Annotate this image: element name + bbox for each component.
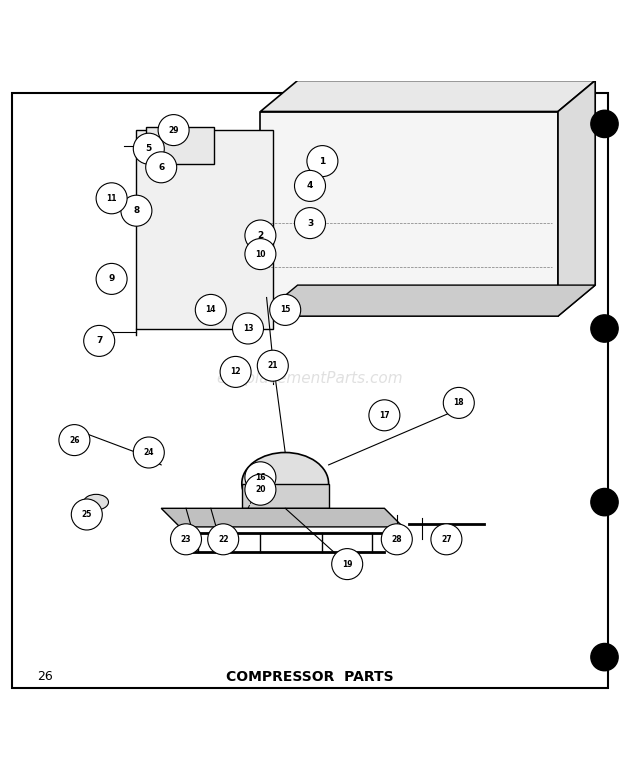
Circle shape [257,350,288,381]
Text: eReplacementParts.com: eReplacementParts.com [216,371,404,386]
Circle shape [270,294,301,326]
Text: 11: 11 [107,194,117,203]
Text: 16: 16 [255,473,265,482]
Polygon shape [558,80,595,316]
Polygon shape [161,508,403,527]
Text: 24: 24 [144,448,154,457]
Text: 22: 22 [218,535,228,544]
Text: 12: 12 [231,367,241,376]
Text: 3: 3 [307,219,313,227]
Text: 26: 26 [37,670,53,683]
Polygon shape [260,80,595,112]
Circle shape [71,499,102,530]
Circle shape [245,239,276,269]
Text: 6: 6 [158,162,164,172]
Bar [242,483,329,508]
Text: 20: 20 [255,485,265,494]
Circle shape [133,437,164,468]
Text: 17: 17 [379,411,390,420]
Circle shape [294,170,326,201]
Text: 27: 27 [441,535,452,544]
Circle shape [133,134,164,164]
Circle shape [59,425,90,455]
Text: 14: 14 [206,305,216,315]
Circle shape [245,474,276,505]
Circle shape [84,326,115,356]
Circle shape [591,110,618,137]
Text: 21: 21 [268,361,278,370]
Text: 23: 23 [181,535,191,544]
Bar [260,112,558,316]
Text: COMPRESSOR  PARTS: COMPRESSOR PARTS [226,670,394,684]
Circle shape [170,524,202,555]
Text: 26: 26 [69,436,79,444]
Circle shape [591,644,618,671]
Ellipse shape [242,452,329,515]
Text: 10: 10 [255,250,265,259]
Text: 18: 18 [453,398,464,408]
Text: 7: 7 [96,337,102,345]
Circle shape [381,524,412,555]
Circle shape [294,208,326,239]
Polygon shape [260,285,595,316]
Circle shape [232,313,264,344]
Circle shape [369,400,400,431]
Ellipse shape [84,494,108,510]
Circle shape [208,524,239,555]
Circle shape [121,195,152,226]
Circle shape [443,387,474,419]
Text: 2: 2 [257,231,264,240]
Circle shape [220,356,251,387]
Text: 5: 5 [146,144,152,153]
Circle shape [96,263,127,294]
Text: 28: 28 [391,535,402,544]
Circle shape [431,524,462,555]
Circle shape [146,152,177,183]
Circle shape [332,548,363,580]
Circle shape [195,294,226,326]
Text: 9: 9 [108,274,115,284]
Text: 1: 1 [319,157,326,166]
Circle shape [96,183,127,214]
FancyBboxPatch shape [146,127,214,164]
Text: 15: 15 [280,305,290,315]
Text: 19: 19 [342,560,352,569]
Circle shape [245,220,276,251]
Text: 29: 29 [169,126,179,134]
Text: 25: 25 [82,510,92,519]
Circle shape [307,145,338,177]
Text: 4: 4 [307,181,313,191]
Circle shape [591,488,618,515]
Text: 13: 13 [243,324,253,333]
Text: 8: 8 [133,206,140,216]
Circle shape [158,115,189,145]
Circle shape [245,462,276,493]
Bar [136,130,273,329]
Circle shape [591,315,618,342]
